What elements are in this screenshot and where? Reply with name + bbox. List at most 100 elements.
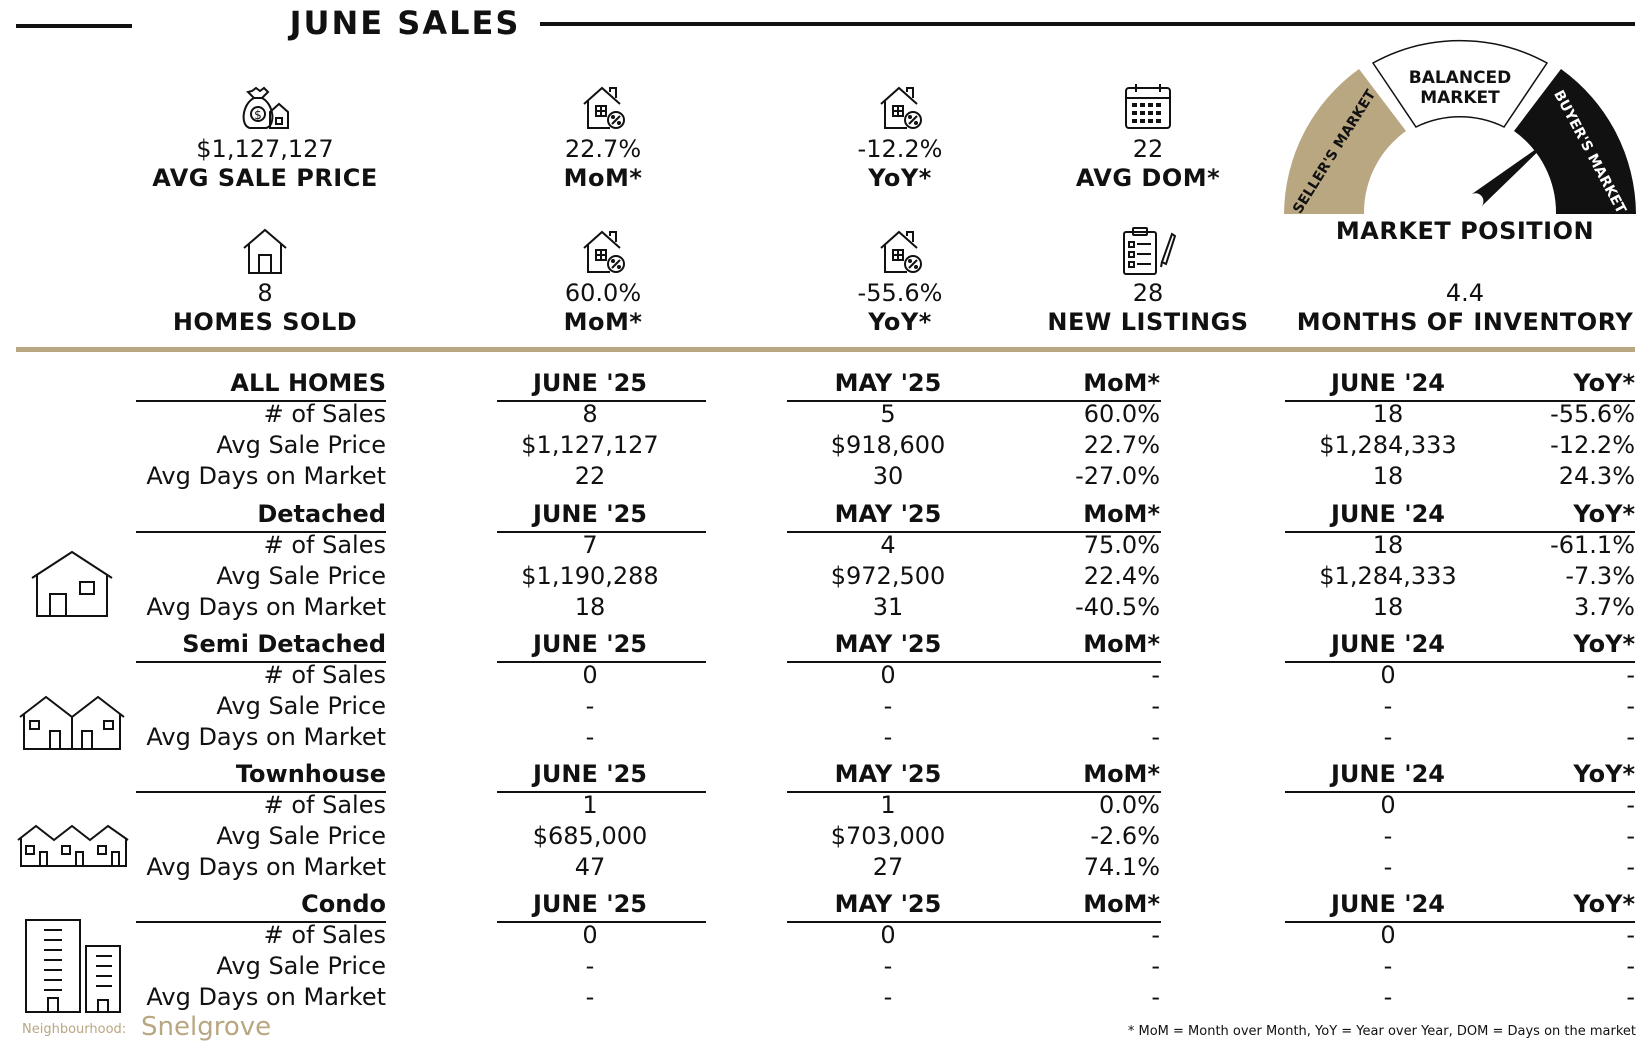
table-cell: 75.0%: [1083, 531, 1160, 559]
table-cell: 18: [1372, 593, 1404, 621]
townhouse-icon: [17, 824, 129, 867]
clipboard-pen-icon: [998, 222, 1298, 276]
gauge-segment-seller: [1284, 69, 1406, 214]
column-header: JUNE '24: [1331, 890, 1445, 918]
row-label: Avg Days on Market: [146, 853, 386, 881]
column-header: JUNE '25: [533, 760, 647, 788]
header-underline: [1285, 661, 1635, 663]
table-cell: $685,000: [532, 822, 648, 850]
kpi-label: NEW LISTINGS: [1047, 308, 1249, 336]
table-cell: 47: [574, 853, 606, 881]
header-underline: [136, 661, 386, 663]
table-cell: 0.0%: [1099, 791, 1160, 819]
footer-note: * MoM = Month over Month, YoY = Year ove…: [1127, 1024, 1636, 1039]
header-underline: [497, 531, 706, 533]
table-cell: -: [1151, 952, 1160, 980]
header-underline: [497, 921, 706, 923]
header-underline: [787, 400, 1161, 402]
market-position-gauge: BALANCED MARKET SELLER'S MARKET BUYER'S …: [1284, 39, 1636, 216]
kpi-value: 22: [1132, 135, 1164, 163]
kpi-value: $1,127,127: [196, 135, 334, 163]
table-cell: -: [1383, 822, 1393, 850]
svg-text:$: $: [254, 108, 262, 122]
column-header: MoM*: [1083, 630, 1160, 658]
table-cell: -: [585, 692, 595, 720]
table-cell: -: [1626, 661, 1635, 689]
house-percent-icon: [750, 78, 1050, 132]
kpi-label: HOMES SOLD: [172, 308, 358, 336]
row-label: # of Sales: [263, 791, 386, 819]
table-cell: 1: [880, 791, 896, 819]
section-title: Townhouse: [235, 760, 386, 788]
table-cell: -27.0%: [1075, 462, 1160, 490]
column-header: JUNE '25: [533, 890, 647, 918]
footer-neighbourhood-name: Snelgrove: [141, 1012, 272, 1042]
table-cell: -: [1383, 853, 1393, 881]
header-underline: [497, 400, 706, 402]
kpi-label: AVG DOM*: [1075, 164, 1221, 192]
column-header: MAY '25: [834, 890, 942, 918]
column-header: JUNE '24: [1331, 630, 1445, 658]
section-title: Condo: [301, 890, 386, 918]
kpi-label: MONTHS OF INVENTORY: [1296, 308, 1634, 336]
kpi-value: 8: [257, 279, 273, 307]
table-cell: -2.6%: [1090, 822, 1160, 850]
column-header: JUNE '25: [533, 369, 647, 397]
column-header: MoM*: [1083, 760, 1160, 788]
row-label: Avg Sale Price: [216, 431, 386, 459]
table-cell: -40.5%: [1075, 593, 1160, 621]
table-cell: $1,284,333: [1319, 431, 1457, 459]
table-cell: -: [1626, 853, 1635, 881]
row-label: Avg Days on Market: [146, 983, 386, 1011]
table-cell: -: [1151, 983, 1160, 1011]
row-label: Avg Sale Price: [216, 562, 386, 590]
row-label: Avg Days on Market: [146, 723, 386, 751]
table-cell: -: [1626, 921, 1635, 949]
table-cell: 1: [582, 791, 598, 819]
column-header: YoY*: [1573, 760, 1635, 788]
row-label: # of Sales: [263, 400, 386, 428]
kpi-months-inventory: 4.4 MONTHS OF INVENTORY: [1265, 222, 1650, 336]
table-cell: $703,000: [830, 822, 946, 850]
kpi-label: MoM*: [563, 308, 643, 336]
table-cell: -: [1151, 661, 1160, 689]
table-cell: 4: [880, 531, 896, 559]
column-header: YoY*: [1573, 369, 1635, 397]
table-cell: -: [1383, 983, 1393, 1011]
table-cell: -: [585, 952, 595, 980]
row-label: # of Sales: [263, 921, 386, 949]
table-cell: 60.0%: [1083, 400, 1160, 428]
kpi-label: YoY*: [868, 164, 932, 192]
table-cell: -: [1383, 952, 1393, 980]
house-percent-icon: [453, 222, 753, 276]
row-label: # of Sales: [263, 531, 386, 559]
kpi-value: 4.4: [1445, 279, 1485, 307]
kpi-value: 60.0%: [564, 279, 642, 307]
table-cell: -: [1151, 723, 1160, 751]
kpi-label: YoY*: [868, 308, 932, 336]
house-icon: [115, 222, 415, 276]
kpi-value: 28: [1132, 279, 1164, 307]
footer-neighbourhood-label: Neighbourhood:: [22, 1022, 127, 1037]
kpi-avg-dom: 22 AVG DOM*: [998, 78, 1298, 192]
column-header: MAY '25: [834, 630, 942, 658]
table-cell: -: [1626, 692, 1635, 720]
row-label: # of Sales: [263, 661, 386, 689]
table-cell: -: [585, 723, 595, 751]
table-cell: -: [1151, 921, 1160, 949]
row-label: Avg Days on Market: [146, 593, 386, 621]
gauge-needle-shape: [1470, 137, 1553, 208]
table-cell: -: [1626, 723, 1635, 751]
kpi-mom-price: 22.7% MoM*: [453, 78, 753, 192]
table-cell: 74.1%: [1083, 853, 1160, 881]
header-underline: [787, 791, 1161, 793]
table-cell: -: [1151, 692, 1160, 720]
table-cell: 8: [582, 400, 598, 428]
kpi-label: AVG SALE PRICE: [152, 164, 378, 192]
column-header: MoM*: [1083, 890, 1160, 918]
table-cell: 3.7%: [1574, 593, 1635, 621]
table-cell: -: [1383, 692, 1393, 720]
table-cell: 30: [872, 462, 904, 490]
table-cell: -: [585, 983, 595, 1011]
table-cell: -12.2%: [1550, 431, 1635, 459]
